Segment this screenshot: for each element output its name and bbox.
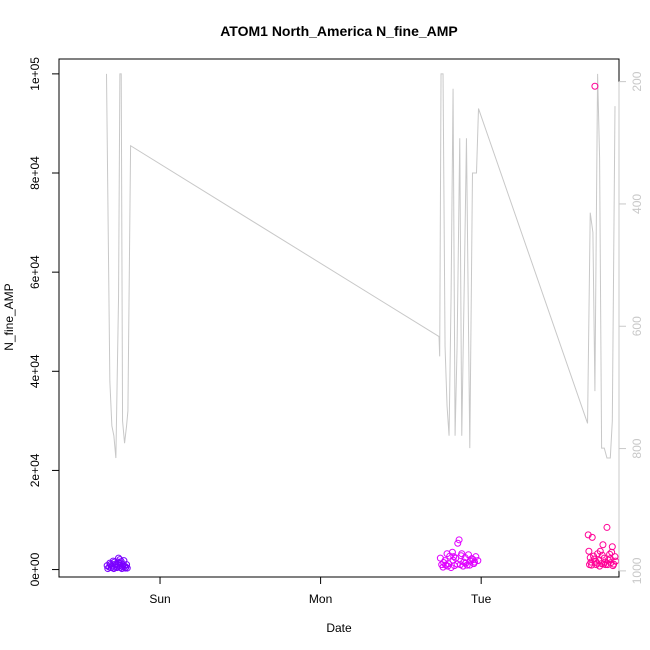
data-point xyxy=(611,553,619,561)
data-point xyxy=(442,561,450,569)
data-point xyxy=(123,564,131,572)
data-point xyxy=(117,558,125,566)
data-point xyxy=(586,554,594,562)
y-tick-label: 2e+04 xyxy=(28,453,42,487)
x-axis: Sun Mon Tue xyxy=(149,576,492,606)
data-point xyxy=(598,551,606,559)
data-point xyxy=(457,552,465,560)
y-axis-right: 200 400 600 800 1000 xyxy=(618,71,644,584)
data-point xyxy=(454,539,462,547)
data-point xyxy=(450,553,458,561)
y2-tick-label: 1000 xyxy=(630,557,644,584)
y-tick-label: 0e+00 xyxy=(28,552,42,586)
y2-tick-label: 800 xyxy=(630,438,644,458)
x-axis-title: Date xyxy=(326,621,352,635)
data-point xyxy=(115,559,123,567)
data-point xyxy=(474,557,482,565)
data-point xyxy=(122,563,130,571)
y2-tick-label: 200 xyxy=(630,71,644,91)
scatter-series xyxy=(103,82,620,573)
line-series xyxy=(106,73,616,459)
data-point xyxy=(591,82,599,90)
y-tick-label: 6e+04 xyxy=(28,255,42,289)
data-point xyxy=(588,533,596,541)
y-tick-label: 4e+04 xyxy=(28,354,42,388)
data-point xyxy=(599,541,607,549)
data-point xyxy=(453,560,461,568)
x-tick-label: Tue xyxy=(471,592,492,606)
x-tick-label: Mon xyxy=(309,592,332,606)
data-point xyxy=(106,559,114,567)
data-point xyxy=(116,556,124,564)
data-point xyxy=(608,548,616,556)
data-point xyxy=(469,556,477,564)
data-point xyxy=(455,536,463,544)
data-point xyxy=(596,562,604,570)
data-point xyxy=(459,562,467,570)
y-tick-label: 1e+05 xyxy=(28,57,42,91)
y2-tick-label: 600 xyxy=(630,316,644,336)
data-point xyxy=(110,565,118,573)
y-tick-label: 8e+04 xyxy=(28,156,42,190)
data-point xyxy=(448,548,456,556)
data-point xyxy=(592,557,600,565)
chart-title: ATOM1 North_America N_fine_AMP xyxy=(220,23,458,39)
y-axis-left: 0e+00 2e+04 4e+04 6e+04 8e+04 1e+05 xyxy=(28,57,60,586)
y-axis-title: N_fine_AMP xyxy=(2,283,16,350)
series-line xyxy=(106,73,616,459)
y2-tick-label: 400 xyxy=(630,194,644,214)
data-point xyxy=(603,523,611,531)
x-tick-label: Sun xyxy=(149,592,170,606)
data-point xyxy=(596,547,604,555)
data-point xyxy=(585,547,593,555)
data-point xyxy=(600,560,608,568)
data-point xyxy=(604,561,612,569)
